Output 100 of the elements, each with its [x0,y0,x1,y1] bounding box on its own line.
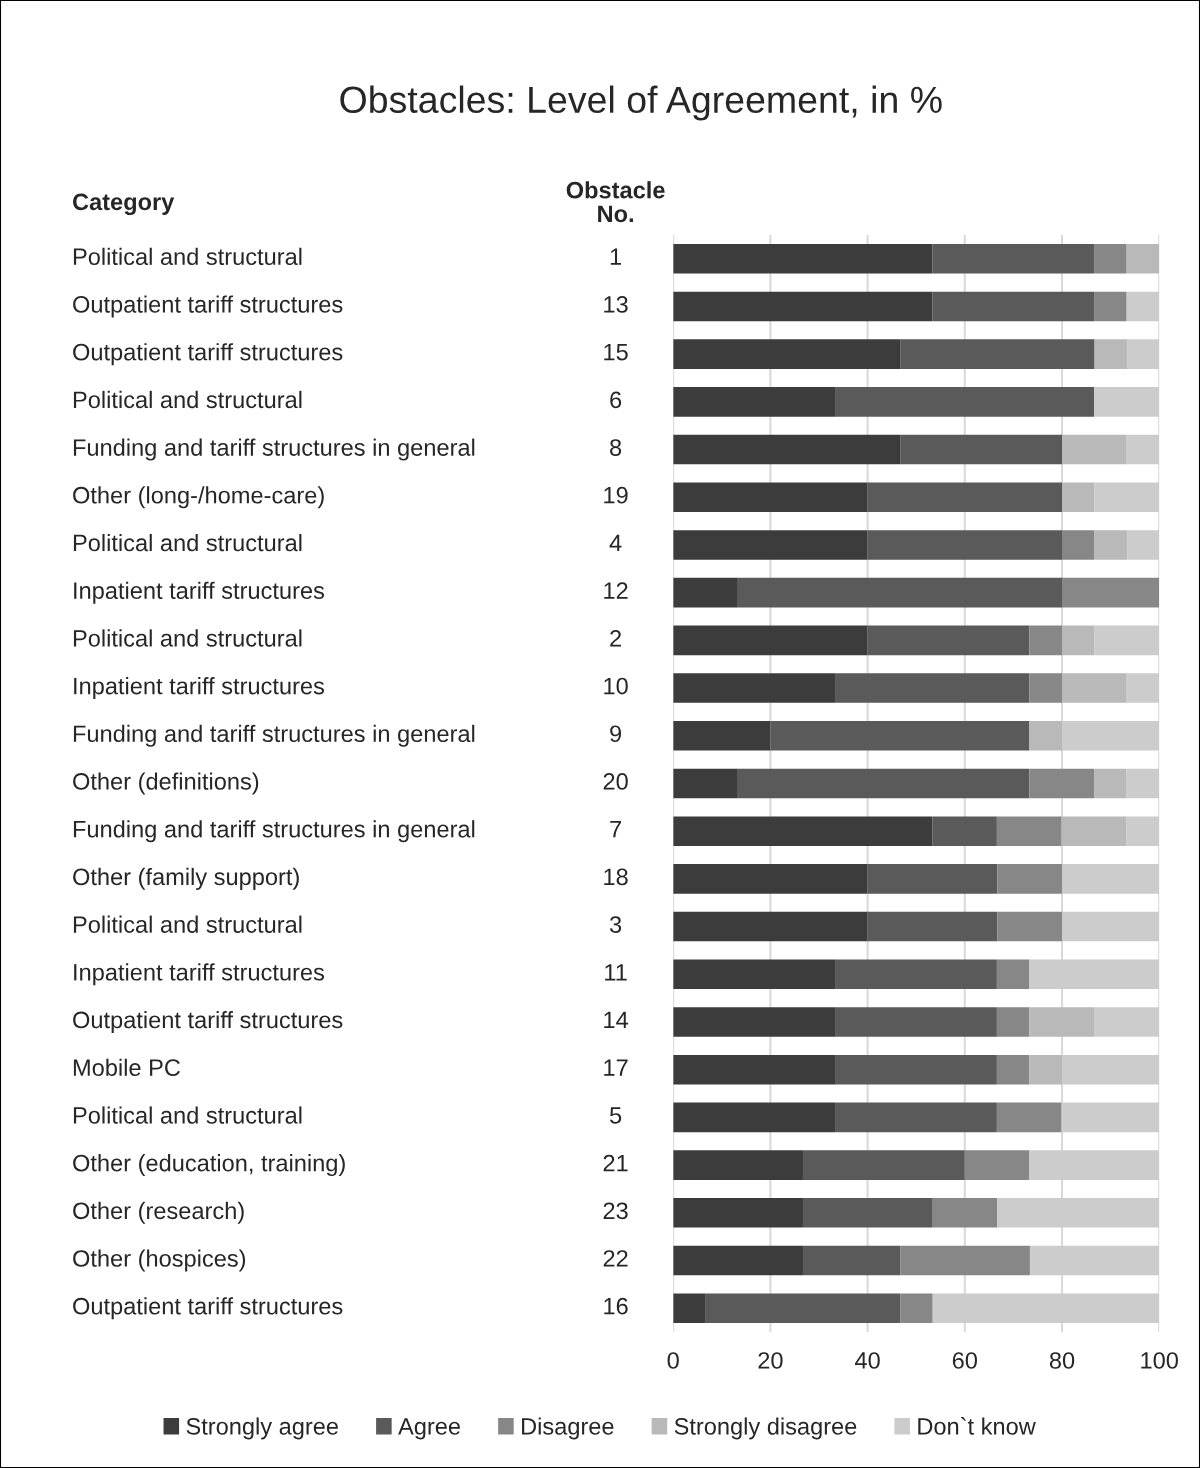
bar [673,864,868,894]
y2-tick-label: Political and structural [73,915,302,933]
bar [1094,768,1127,799]
bar [1029,625,1062,656]
y2-tick-label: Outpatient tariff structures [73,343,343,366]
bar [673,768,738,799]
y-tick-label: 14 [604,1011,629,1029]
bar [1029,673,1062,703]
y-tick-label: 15 [604,344,628,361]
y-tick-label: 11 [605,964,627,981]
y2-tick-label: Political and structural [73,247,302,266]
bar [1094,243,1127,274]
y-tick-label: 22 [603,1250,628,1267]
bar [900,1245,1030,1276]
y-tick-label: 7 [610,821,621,838]
y-tick-label: 9 [610,725,622,743]
bar [1062,673,1127,703]
bar [1094,339,1128,369]
bar [673,816,933,846]
bar [1094,291,1127,322]
bar [673,911,868,942]
bar [932,243,1095,274]
y-tick-label: 16 [604,1297,628,1315]
bar [900,1293,933,1323]
bar [867,864,998,894]
legend-label: Don`t know [918,1417,1036,1435]
bar [996,1054,1030,1085]
text: Category [72,193,175,216]
bar [1094,625,1160,656]
y2-tick-label: Funding and tariff structures in general [73,820,475,843]
bar [770,720,1030,751]
bar [997,864,1062,894]
bar [1062,482,1095,513]
y2-tick-label: Other (definitions) [73,772,259,795]
bar [1127,339,1160,369]
y2-tick-label: Inpatient tariff structures [74,677,325,700]
bar [673,243,933,274]
y2-tick-label: Other (hospices) [73,1249,246,1272]
y-tick-label: 17 [604,1059,628,1076]
legend-label: Strongly agree [186,1417,338,1440]
y2-tick-label: Outpatient tariff structures [73,295,343,318]
y2-tick-label: Other (research) [73,1201,244,1224]
y-tick-label: 12 [604,582,628,599]
bar [997,911,1062,942]
bar [835,673,1030,703]
bar [835,1054,997,1085]
bar [802,1245,901,1276]
bar [996,1102,1062,1133]
y-tick-label: 6 [610,391,622,409]
y2-tick-label: Political and structural [73,390,302,409]
bar [1062,911,1160,942]
y2-tick-label: Outpatient tariff structures [73,1297,343,1320]
y-tick-label: 18 [604,868,628,886]
bar [1062,530,1095,560]
y2-tick-label: Outpatient tariff structures [73,1010,343,1033]
y2-tick-label: Other (long-/home-care) [73,486,324,509]
bar [835,1102,997,1133]
y-tick-label: 2 [610,629,621,647]
bar [1029,1245,1160,1276]
bar [932,1198,998,1228]
x-tick-label: 60 [952,1352,978,1369]
y2-tick-label: Funding and tariff structures in general [73,724,475,747]
bar [673,1007,836,1037]
bar [673,1150,803,1180]
bar [1062,720,1160,751]
bar [996,816,1062,846]
y-tick-label: 19 [604,486,628,504]
bar [1094,482,1160,513]
y2-tick-label: Funding and tariff structures in general [73,438,475,461]
y-tick-label: 21 [603,1154,628,1172]
bar [673,1054,836,1085]
chart-title: Obstacles: Level of Agreement, in % [340,85,942,121]
bar [1029,959,1160,990]
bar [673,1102,836,1133]
y-tick-label: 3 [609,916,622,933]
y-tick-label: 8 [610,439,622,456]
x-tick-label: 100 [1141,1352,1178,1369]
bar [1029,1054,1062,1085]
bar [1062,1054,1160,1085]
y-tick-label: 4 [609,534,622,552]
bar [1029,1007,1095,1037]
y-tick-label: 20 [603,773,628,790]
bar [673,291,933,322]
bar [1126,673,1160,703]
bar [932,1293,1160,1323]
y-tick-label: 1 [610,248,622,265]
x-tick-label: 40 [855,1352,880,1369]
bar [835,387,1095,417]
y-tick-label: 10 [604,677,628,695]
bar [932,816,997,846]
y2-tick-label: Political and structural [73,629,302,647]
x-tick-label: 20 [758,1352,783,1369]
y2-tick-label: Political and structural [73,1106,302,1124]
x-tick-label: 0 [667,1352,679,1369]
bar [1126,291,1160,322]
bar [673,387,836,417]
bar [1094,387,1160,417]
bar [1029,720,1062,751]
bar [1127,530,1160,560]
bar [673,577,738,608]
